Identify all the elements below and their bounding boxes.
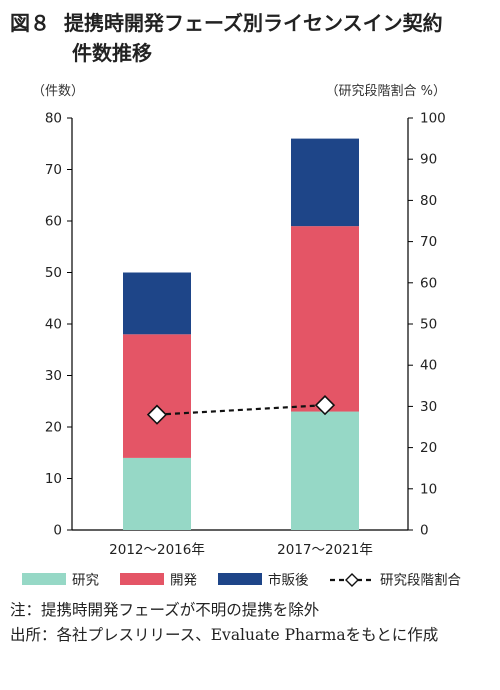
bar-segment <box>291 138 359 227</box>
note-label: 注： <box>10 601 42 619</box>
footnotes: 注： 提携時開発フェーズが不明の提携を除外 出所： 各社プレスリリース、Eval… <box>10 598 494 648</box>
source-text: 各社プレスリリース、Evaluate Pharmaをもとに作成 <box>56 626 439 644</box>
source-label: 出所： <box>10 626 57 644</box>
legend-label: 研究 <box>72 573 99 589</box>
research-ratio-line <box>156 404 326 416</box>
left-tick-label: 10 <box>45 471 62 487</box>
legend: 研究 開発 市販後 研究段階割合 <box>22 572 461 589</box>
right-tick-label: 90 <box>420 152 437 168</box>
x-tick-label: 2012～2016年 <box>109 542 205 558</box>
right-tick-label: 60 <box>420 275 437 291</box>
right-tick-label: 50 <box>420 317 437 333</box>
left-tick-label: 20 <box>45 420 62 436</box>
left-tick-label: 60 <box>45 214 62 230</box>
left-tick-label: 50 <box>45 265 62 281</box>
title-line-2: 件数推移 <box>72 41 152 65</box>
right-tick-label: 40 <box>420 358 437 374</box>
x-tick-label: 2017～2021年 <box>277 542 373 558</box>
chart-title: 図８ 提携時開発フェーズ別ライセンスイン契約 件数推移 <box>10 8 494 68</box>
left-tick-label: 80 <box>45 111 62 127</box>
legend-swatch <box>120 573 164 585</box>
right-tick-label: 70 <box>420 234 437 250</box>
right-tick-label: 20 <box>420 440 437 456</box>
research-ratio-marker <box>314 395 336 416</box>
legend-label: 開発 <box>170 573 197 589</box>
bar-segment <box>123 334 191 458</box>
legend-swatch <box>218 573 262 585</box>
note-text: 提携時開発フェーズが不明の提携を除外 <box>41 601 320 619</box>
bar-segment <box>291 226 359 412</box>
left-axis-label: （件数） <box>32 84 84 99</box>
right-axis-label: （研究段階割合 %） <box>326 83 447 99</box>
research-ratio-marker <box>146 404 168 425</box>
title-line-1: 提携時開発フェーズ別ライセンスイン契約 <box>64 11 443 35</box>
left-tick-label: 40 <box>45 317 62 333</box>
right-tick-label: 100 <box>420 111 446 127</box>
bar-segment <box>291 411 359 530</box>
plot-area: 0 10 20 30 40 50 60 70 80 0 10 20 30 40 50 60 70 80 90 100 2… <box>45 111 446 559</box>
right-tick-label: 10 <box>420 481 437 497</box>
left-tick-label: 70 <box>45 162 62 178</box>
figure-number: 図８ <box>10 11 50 35</box>
legend-swatch <box>22 573 66 585</box>
note-row-source: 出所： 各社プレスリリース、Evaluate Pharmaをもとに作成 <box>10 623 494 648</box>
right-tick-label: 80 <box>420 193 437 209</box>
right-tick-label: 30 <box>420 399 437 415</box>
bar-segment <box>123 272 191 335</box>
bar-segment <box>123 457 191 530</box>
left-tick-label: 0 <box>53 523 62 539</box>
left-tick-label: 30 <box>45 368 62 384</box>
legend-label: 市販後 <box>268 572 309 589</box>
note-row-exclusion: 注： 提携時開発フェーズが不明の提携を除外 <box>10 598 494 623</box>
legend-label: 研究段階割合 <box>380 572 461 589</box>
stacked-bar-chart: （件数） （研究段階割合 %） 0 10 20 30 40 50 60 70 80 0 10 20 30… <box>22 83 461 589</box>
right-tick-label: 0 <box>420 523 429 539</box>
legend-diamond-marker <box>345 573 359 587</box>
